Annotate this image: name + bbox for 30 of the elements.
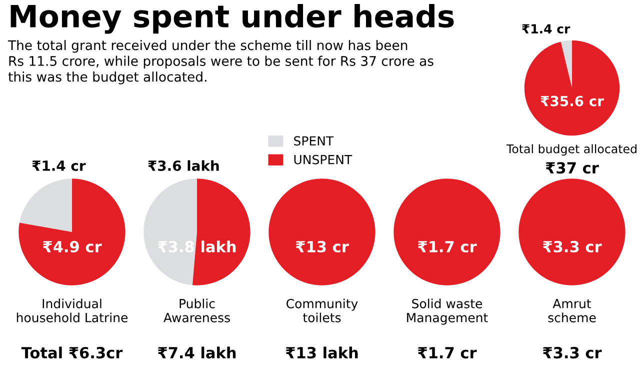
pie-slice	[524, 40, 620, 136]
data-label: ₹3.6 lakh	[148, 160, 219, 171]
data-label: ₹1.4 cr	[522, 24, 570, 34]
text: Total ₹6.3cr	[21, 346, 123, 358]
pie-slice	[560, 40, 572, 88]
text: Public Awareness	[164, 298, 230, 322]
text: Total budget allocated	[506, 144, 636, 156]
text: Community toilets	[286, 298, 358, 322]
data-label: ₹1.4 cr	[32, 160, 86, 171]
legend-label: UNSPENT	[294, 154, 352, 164]
text: Solid waste Management	[407, 298, 488, 325]
pie-slice	[192, 178, 250, 286]
pie-slice	[18, 178, 126, 286]
text: ₹1.7 cr	[418, 347, 477, 358]
text: ₹13 lakh	[286, 346, 358, 358]
text: Individual household Latrine	[16, 298, 128, 322]
data-label: ₹4.9 cr	[42, 240, 102, 252]
pie-slice	[19, 178, 72, 232]
text: ₹3.3 cr	[542, 346, 602, 358]
text: The total grant received under the scheme till now has been Rs 11.5 crore, while proposals were to be sent for Rs 37 crore as this was the budget allocated.	[8, 40, 434, 84]
legend-label: SPENT	[294, 136, 334, 146]
data-label: ₹3.3 cr	[542, 240, 602, 252]
chart-title: Money spent under heads	[10, 4, 454, 34]
pie-slice	[144, 178, 197, 286]
text: Amrut scheme	[548, 299, 596, 322]
text: ₹37 cr	[546, 162, 599, 174]
data-label: ₹35.6 cr	[540, 96, 604, 106]
data-label: ₹1.7 cr	[418, 241, 477, 252]
data-label: ₹13 cr	[296, 240, 349, 252]
text: ₹7.4 lakh	[158, 346, 236, 358]
